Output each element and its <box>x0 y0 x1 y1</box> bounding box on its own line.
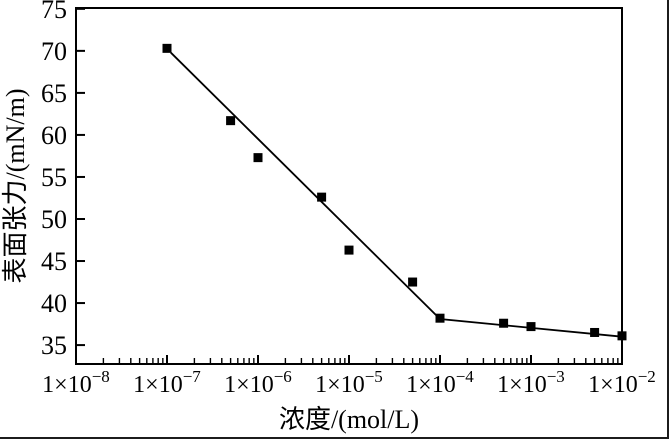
x-axis-tick-label: 1×10−7 <box>133 367 201 398</box>
fit-line <box>170 51 623 338</box>
x-axis-tick-label: 1×10−3 <box>497 367 565 398</box>
y-axis-tick-label: 35 <box>41 331 67 360</box>
y-axis-title: 表面张力/(mN/m) <box>1 89 30 284</box>
data-point-marker <box>408 277 418 287</box>
data-point-marker <box>435 313 445 323</box>
data-point-marker <box>162 43 172 53</box>
data-point-marker <box>344 245 354 255</box>
x-axis-tick-label: 1×10−5 <box>315 367 383 398</box>
y-axis-tick-label: 70 <box>41 37 67 66</box>
x-axis-tick-label: 1×10−6 <box>224 367 292 398</box>
y-axis-tick-label: 45 <box>41 247 67 276</box>
image-edge-right <box>667 0 669 439</box>
y-axis-tick-label: 55 <box>41 163 67 192</box>
y-axis-tick-label: 75 <box>41 0 67 24</box>
data-point-marker <box>253 153 263 163</box>
image-edge-bottom <box>0 437 669 439</box>
y-axis-tick-label: 50 <box>41 205 67 234</box>
x-axis-tick-label: 1×10−8 <box>42 367 110 398</box>
y-axis-tick-label: 60 <box>41 121 67 150</box>
x-axis-title: 浓度/(mol/L) <box>279 405 419 434</box>
data-point-marker <box>226 116 236 126</box>
data-point-marker <box>526 322 536 332</box>
x-axis-tick-label: 1×10−4 <box>406 367 474 398</box>
x-axis-tick-label: 1×10−2 <box>588 367 656 398</box>
y-axis-tick-label: 40 <box>41 289 67 318</box>
y-axis-tick-label: 65 <box>41 79 67 108</box>
chart-generated-layer: 75 70 65 60 55 50 45 40 35 1×10−8 1×10−7 1×10−6 1×10… <box>41 0 656 398</box>
data-point-marker <box>590 327 600 337</box>
plot-frame <box>75 7 623 365</box>
data-point-marker <box>499 318 509 328</box>
data-point-marker <box>317 192 327 202</box>
data-point-marker <box>617 331 627 341</box>
